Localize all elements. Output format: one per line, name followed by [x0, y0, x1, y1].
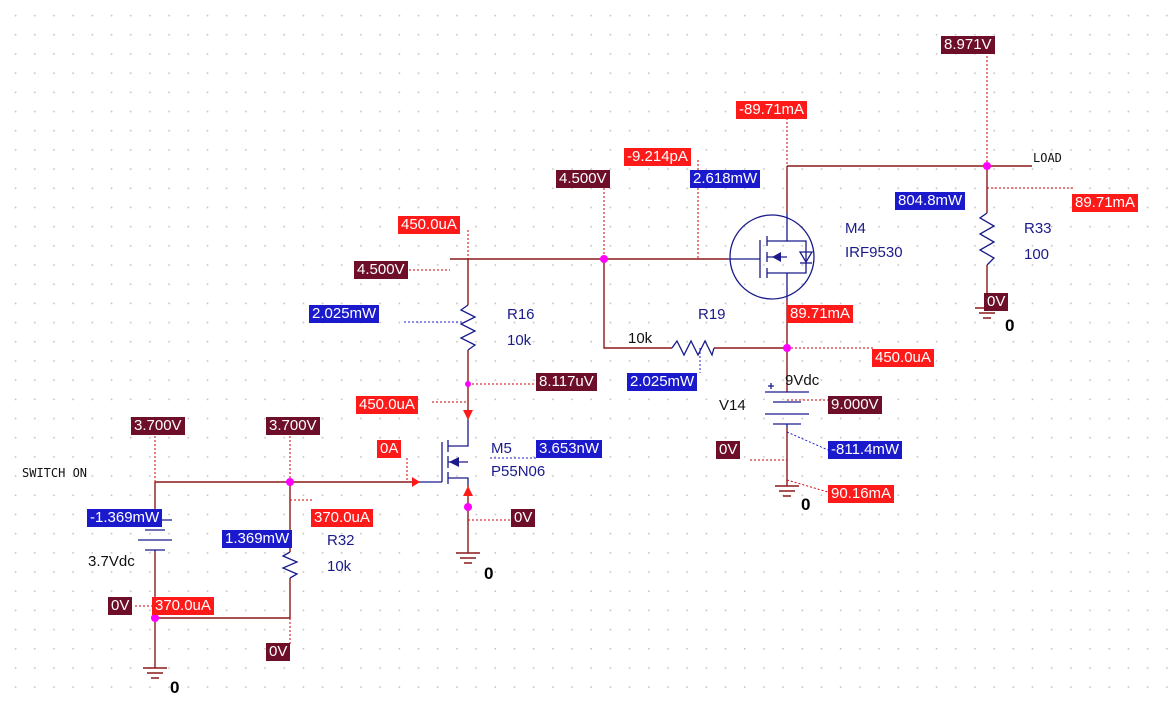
v14-source[interactable] [765, 383, 809, 428]
probe-v14-power[interactable]: -811.4mW [828, 441, 903, 459]
r33-resistor[interactable] [978, 212, 996, 266]
probe-r16-top-voltage[interactable]: 4.500V [354, 261, 408, 279]
ground-label-v14: 0 [801, 495, 811, 514]
probe-r19-power[interactable]: 2.025mW [627, 373, 698, 391]
battery-value[interactable]: 3.7Vdc [88, 553, 135, 570]
r32-ref[interactable]: R32 [327, 532, 355, 549]
probe-switch-voltage-2[interactable]: 3.700V [266, 417, 320, 435]
probe-leaders [135, 48, 1075, 645]
m4-part[interactable]: IRF9530 [845, 244, 903, 261]
probe-v14-voltage[interactable]: 9.000V [828, 396, 882, 414]
probe-m5-source-voltage[interactable]: 0V [511, 509, 536, 527]
probe-battery-current[interactable]: 370.0uA [152, 597, 214, 615]
probe-battery-power[interactable]: -1.369mW [87, 509, 163, 527]
probe-m5-drain-voltage[interactable]: 8.117uV [536, 373, 597, 391]
probe-m4-gate-current[interactable]: -9.214pA [624, 148, 691, 166]
r16-ref[interactable]: R16 [507, 306, 535, 323]
probe-r33-bottom-voltage[interactable]: 0V [984, 293, 1009, 311]
probe-m5-power[interactable]: 3.653nW [536, 440, 603, 458]
r33-ref[interactable]: R33 [1024, 220, 1052, 237]
r16-value[interactable]: 10k [507, 332, 532, 349]
probe-m4-power[interactable]: 2.618mW [690, 170, 761, 188]
v14-ref[interactable]: V14 [719, 397, 746, 414]
m5-mosfet[interactable] [420, 410, 469, 485]
ground-label-r33: 0 [1005, 316, 1015, 335]
probe-m4-source-current[interactable]: -89.71mA [736, 101, 808, 119]
probe-r33-current[interactable]: 89.71mA [1072, 194, 1139, 212]
m4-ref[interactable]: M4 [845, 220, 866, 237]
probe-r32-power[interactable]: 1.369mW [222, 530, 293, 548]
m5-part[interactable]: P55N06 [491, 463, 546, 480]
m5-ref[interactable]: M5 [491, 440, 512, 457]
net-label-load: LOAD [1033, 151, 1062, 165]
probe-top-rail-voltage[interactable]: 8.971V [941, 36, 995, 54]
probe-gate-node-voltage[interactable]: 4.500V [556, 170, 610, 188]
ground-label-battery: 0 [170, 678, 180, 697]
wires [154, 165, 1032, 660]
probe-m5-drain-current[interactable]: 450.0uA [356, 396, 418, 414]
probe-r16-power[interactable]: 2.025mW [309, 305, 380, 323]
probe-r32-current[interactable]: 370.0uA [311, 509, 373, 527]
probe-m4-drain-current[interactable]: 89.71mA [787, 305, 854, 323]
probe-r19-current[interactable]: 450.0uA [872, 349, 934, 367]
probe-switch-voltage-1[interactable]: 3.700V [131, 417, 185, 435]
m5-gate-current-arrow [412, 477, 420, 487]
r32-resistor[interactable] [281, 551, 299, 579]
probe-r32-bottom-voltage[interactable]: 0V [266, 643, 291, 661]
r32-value[interactable]: 10k [327, 558, 352, 575]
r16-resistor[interactable] [459, 304, 477, 351]
net-label-switch: SWITCH ON [22, 466, 88, 480]
m4-mosfet[interactable] [728, 213, 815, 300]
r19-resistor[interactable] [671, 339, 715, 357]
probe-battery-bottom-voltage[interactable]: 0V [108, 597, 133, 615]
probe-v14-bottom-voltage[interactable]: 0V [716, 441, 741, 459]
probe-v14-current[interactable]: 90.16mA [828, 485, 895, 503]
v14-value[interactable]: 9Vdc [785, 372, 820, 389]
m5-source-current-arrow [463, 486, 473, 496]
r19-ref[interactable]: R19 [698, 306, 726, 323]
r19-value[interactable]: 10k [628, 330, 653, 347]
m5-drain-current-arrow [463, 410, 473, 420]
probe-r33-power[interactable]: 804.8mW [895, 192, 966, 210]
ground-label-m5: 0 [484, 564, 494, 583]
probe-m5-gate-current[interactable]: 0A [377, 440, 402, 458]
r33-value[interactable]: 100 [1024, 246, 1050, 263]
junction-nodes [151, 162, 991, 622]
probe-r16-top-current[interactable]: 450.0uA [398, 216, 460, 234]
